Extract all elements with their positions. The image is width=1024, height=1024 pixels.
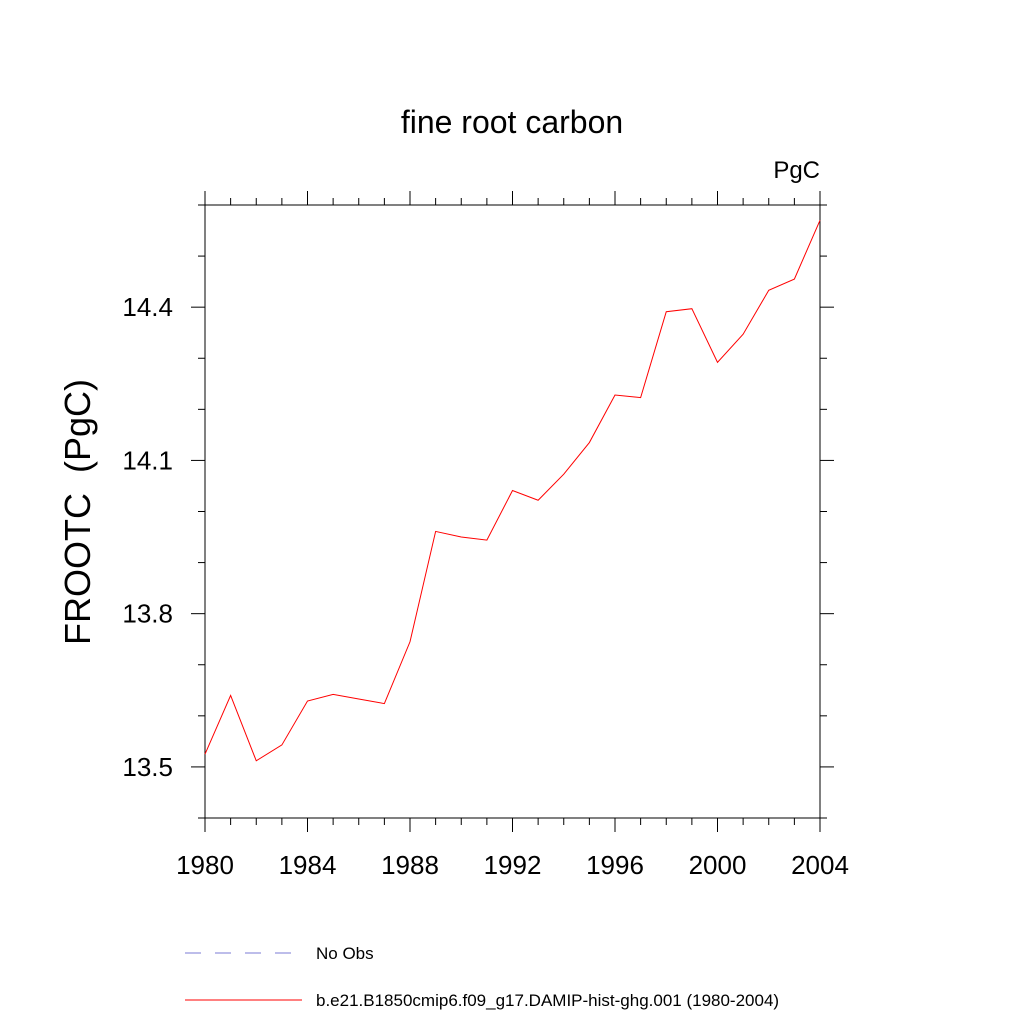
series-line — [204, 220, 821, 762]
y-tick-label: 14.4 — [122, 292, 173, 322]
x-tick-label: 2000 — [689, 850, 747, 880]
y-tick-label: 14.1 — [122, 445, 173, 475]
y-tick-label: 13.5 — [122, 752, 173, 782]
legend-label: No Obs — [316, 944, 374, 963]
x-tick-label: 1996 — [586, 850, 644, 880]
x-tick-label: 1992 — [484, 850, 542, 880]
legend-label: b.e21.B1850cmip6.f09_g17.DAMIP-hist-ghg.… — [316, 991, 779, 1010]
x-tick-label: 1984 — [279, 850, 337, 880]
x-tick-label: 1980 — [176, 850, 234, 880]
plot-frame — [204, 204, 821, 819]
chart-title: fine root carbon — [400, 104, 624, 140]
units-label: PgC — [773, 157, 820, 184]
x-tick-label: 2004 — [791, 850, 849, 880]
x-tick-label: 1988 — [381, 850, 439, 880]
y-tick-label: 13.8 — [122, 599, 173, 629]
